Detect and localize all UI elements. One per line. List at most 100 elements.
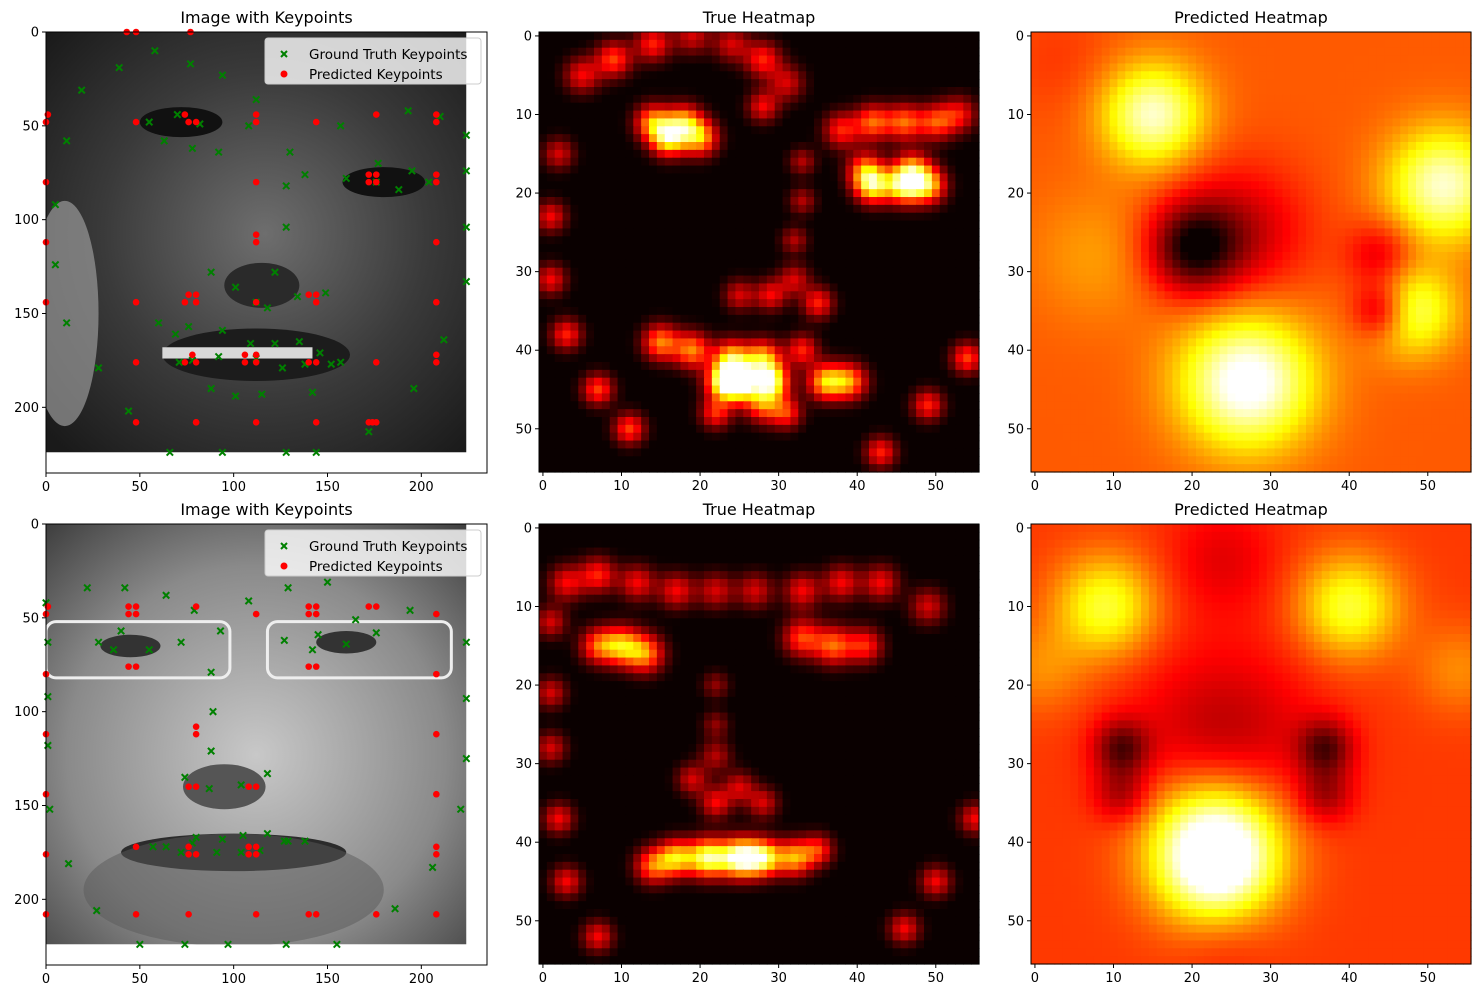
heatmap-cell [939,87,949,96]
heatmap-cell [664,330,674,340]
heatmap-cell [963,369,972,379]
heatmap-cell [829,134,839,143]
heatmap-cell [704,157,713,167]
heatmap-cell [1353,79,1362,88]
heatmap-cell [1274,71,1284,80]
heatmap-cell [570,362,579,371]
heatmap-cell [845,314,854,324]
heatmap-cell [1416,134,1425,143]
heatmap-cell [1078,189,1087,198]
heatmap-cell [790,314,799,324]
heatmap-cell [625,79,634,88]
heatmap-cell [766,32,776,41]
heatmap-cell [680,87,689,96]
heatmap-cell [1313,63,1323,72]
heatmap-cell [1408,47,1417,57]
heatmap-cell [924,283,933,292]
heatmap-cell [1361,252,1370,261]
heatmap-cell [908,354,917,363]
heatmap-cell [649,204,658,214]
heatmap-cell [1054,94,1064,104]
heatmap-cell [609,401,619,410]
heatmap-cell [743,252,752,261]
heatmap-cell [672,63,682,72]
heatmap-cell [570,236,579,245]
heatmap-cell [1376,197,1386,206]
heatmap-cell [609,252,619,261]
heatmap-cell [1086,142,1095,151]
heatmap-cell [1282,118,1291,127]
heatmap-cell [1038,55,1048,65]
heatmap-cell [688,228,697,237]
heatmap-cell [1031,102,1040,112]
heatmap-cell [688,330,697,340]
heatmap-cell [609,440,619,450]
heatmap-cell [711,142,721,151]
heatmap-cell [727,102,737,112]
heatmap-cell [1321,47,1331,57]
heatmap-cell [649,94,658,104]
heatmap-cell [711,464,721,473]
heatmap-cell [829,456,839,465]
heatmap-cell [1298,118,1307,127]
heatmap-cell [814,79,823,88]
heatmap-cell [1282,220,1291,230]
heatmap-cell [1148,189,1158,198]
heatmap-cell [837,212,847,222]
heatmap-cell [711,354,721,363]
heatmap-cell [664,338,674,347]
heatmap-cell [908,204,917,214]
heatmap-cell [798,314,807,324]
heatmap-cell [727,212,737,222]
heatmap-cell [1290,149,1299,159]
heatmap-cell [1439,197,1449,206]
heatmap-cell [1431,173,1441,182]
heatmap-cell [931,87,941,96]
heatmap-cell [759,432,768,442]
heatmap-cell [1313,259,1323,269]
heatmap-cell [1408,94,1417,104]
heatmap-cell [539,456,548,465]
heatmap-cell [931,385,941,395]
heatmap-cell [1046,204,1056,214]
heatmap-cell [1463,79,1472,88]
heatmap-cell [955,377,964,387]
heatmap-cell [1400,79,1409,88]
heatmap-cell [1070,252,1079,261]
heatmap-cell [539,71,548,80]
heatmap-cell [782,377,792,387]
heatmap-cell [806,55,815,65]
heatmap-cell [1188,142,1197,151]
heatmap-cell [884,393,894,402]
heatmap-cell [1408,134,1417,143]
heatmap-cell [688,299,697,308]
heatmap-cell [947,236,957,245]
heatmap-cell [672,448,682,457]
heatmap-cell [1188,47,1197,57]
heatmap-cell [704,401,713,410]
heatmap-cell [884,181,894,190]
heatmap-cell [790,47,799,57]
heatmap-cell [546,47,556,57]
heatmap-cell [947,464,957,473]
heatmap-cell [790,134,799,143]
heatmap-cell [806,39,815,49]
heatmap-cell [916,149,925,159]
heatmap-cell [625,464,634,473]
heatmap-cell [1258,220,1268,230]
heatmap-cell [546,165,556,175]
heatmap-cell [1274,55,1284,65]
heatmap-cell [1439,212,1449,222]
heatmap-cell [1125,79,1134,88]
heatmap-cell [916,424,925,434]
heatmap-cell [861,448,870,457]
heatmap-cell [955,299,964,308]
heatmap-cell [1274,212,1284,222]
heatmap-cell [609,267,619,277]
heatmap-cell [1400,71,1409,80]
heatmap-cell [625,432,634,442]
heatmap-cell [594,330,603,340]
heatmap-cell [696,377,705,387]
heatmap-cell [1298,252,1307,261]
heatmap-cell [1086,181,1095,190]
